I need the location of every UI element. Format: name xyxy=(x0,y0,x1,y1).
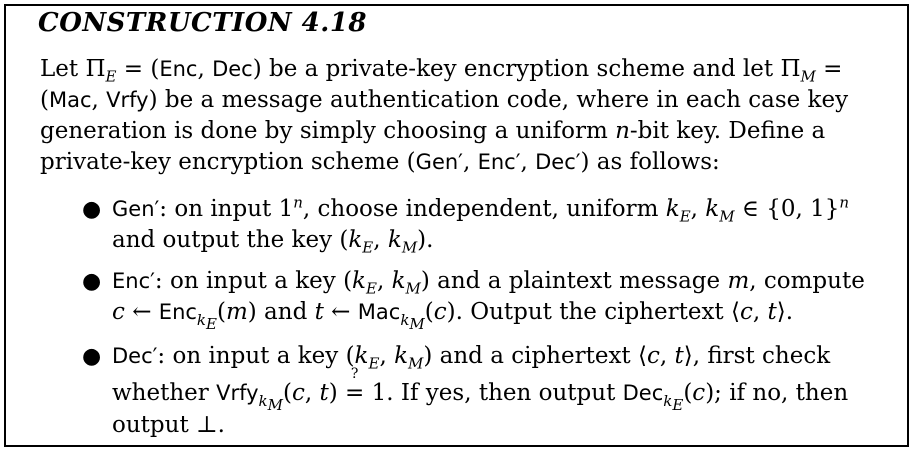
construction-title: CONSTRUCTION 4.18 xyxy=(38,8,368,38)
intro-line-2: (Mac, Vrfy) be a message authentication … xyxy=(40,87,849,113)
gen-line-2: and output the key (kE, kM). xyxy=(112,227,434,257)
enc-line-1: Enc′: on input a key (kE, kM) and a plai… xyxy=(112,268,865,298)
intro-line-3: generation is done by simply choosing a … xyxy=(40,118,826,144)
construction-box xyxy=(4,4,909,447)
dec-line-1: Dec′: on input a key (kE, kM) and a ciph… xyxy=(112,343,831,373)
bullet-marker-gen: ● xyxy=(82,197,102,222)
dec-line-2: whether VrfykM(c, t) =? 1. If yes, then … xyxy=(112,366,849,414)
bullet-marker-enc: ● xyxy=(82,269,102,294)
dec-line-3: output ⊥. xyxy=(112,412,225,438)
intro-line-4: private-key encryption scheme (Gen′, Enc… xyxy=(40,149,720,175)
gen-line-1: Gen′: on input 1n, choose independent, u… xyxy=(112,193,850,226)
bullet-marker-dec: ● xyxy=(82,344,102,369)
enc-line-2: c ← EnckE(m) and t ← MackM(c). Output th… xyxy=(112,299,794,333)
intro-line-1: Let ΠE = (Enc, Dec) be a private-key enc… xyxy=(40,56,843,86)
